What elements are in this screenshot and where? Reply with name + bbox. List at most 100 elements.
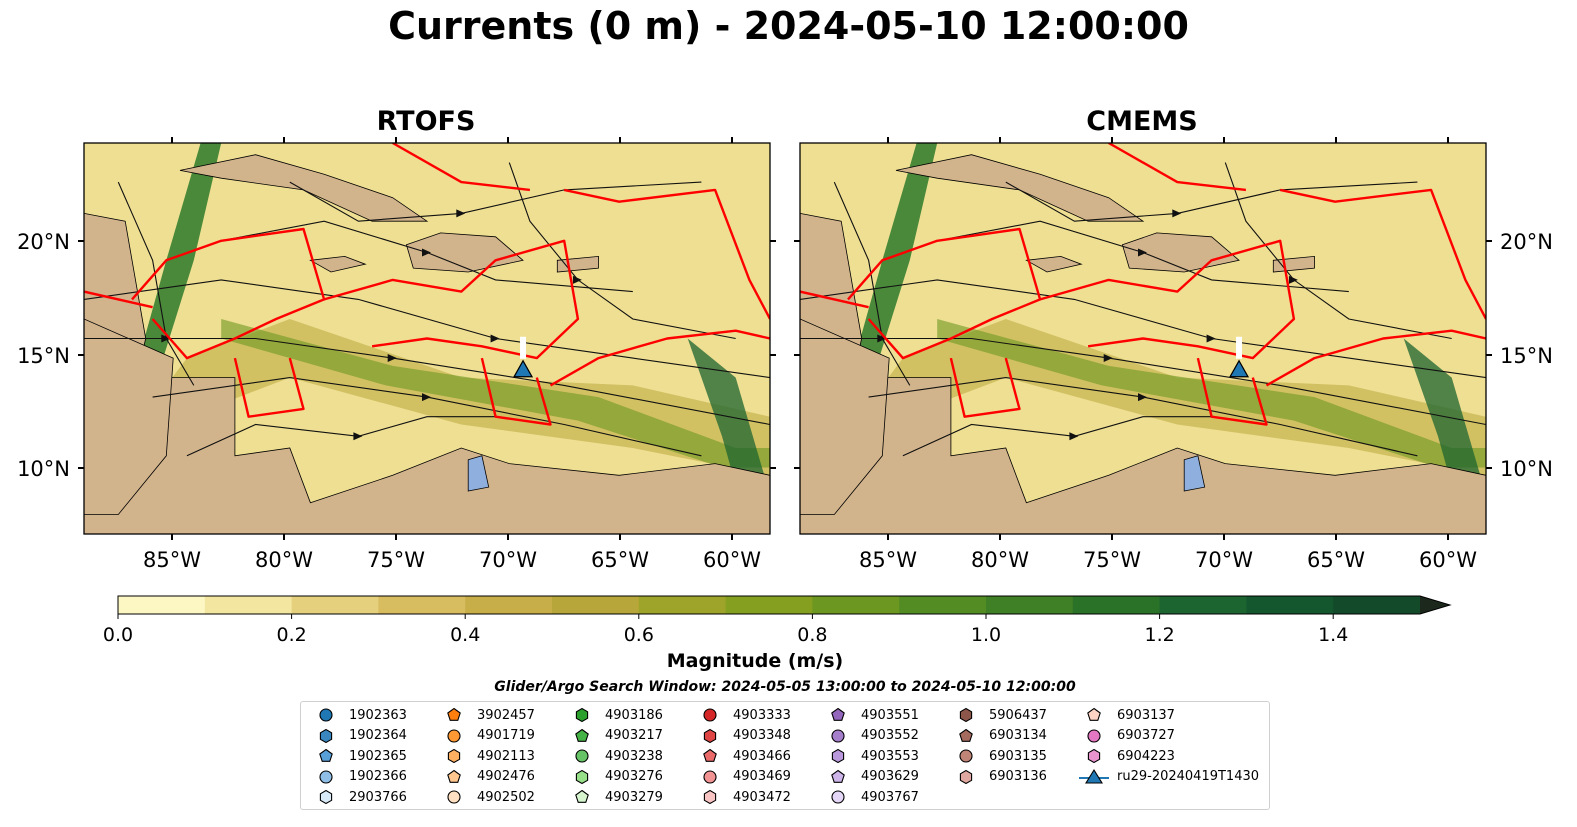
legend-item: 4903276 bbox=[565, 767, 663, 787]
colorbar-extend bbox=[1420, 596, 1450, 614]
colorbar: 0.0 0.2 0.4 0.6 0.8 1.0 1.2 1.4 bbox=[103, 595, 1452, 646]
legend-item: 1902363 bbox=[309, 705, 407, 725]
pentagon-marker-icon bbox=[831, 769, 845, 783]
legend-item-label: 6904223 bbox=[1117, 748, 1175, 764]
hexagon-marker-icon bbox=[703, 790, 717, 805]
streamline bbox=[833, 181, 911, 386]
legend-item-label: 4903348 bbox=[733, 728, 791, 744]
legend-item-label: 3902457 bbox=[477, 707, 535, 723]
legend-item: 4903348 bbox=[693, 726, 791, 746]
legend-item-label: 1902363 bbox=[349, 707, 407, 723]
lat-tick-label: 20°N bbox=[17, 230, 70, 254]
hexagon-marker-icon bbox=[575, 769, 589, 784]
lat-tick-label: 10°N bbox=[17, 457, 70, 481]
legend-item: 4903767 bbox=[821, 787, 919, 807]
lon-tick-label: 70°W bbox=[479, 548, 537, 572]
eez-boundary bbox=[800, 290, 869, 309]
legend-item: 4903629 bbox=[821, 767, 919, 787]
hexagon-marker-icon bbox=[319, 728, 333, 743]
hexagon-marker-icon bbox=[831, 749, 845, 764]
legend-item-label: 1902365 bbox=[349, 748, 407, 764]
glider-marker bbox=[1229, 359, 1250, 378]
lat-tick-label: 15°N bbox=[1500, 344, 1553, 368]
eez-boundary bbox=[1265, 329, 1486, 387]
land-cuba bbox=[895, 154, 1145, 222]
lon-tick-label: 75°W bbox=[1083, 548, 1141, 572]
land-south-america bbox=[800, 377, 1486, 534]
lat-tick-label: 20°N bbox=[1500, 230, 1553, 254]
legend-item: 6903727 bbox=[1077, 726, 1175, 746]
legend-item-label: 5906437 bbox=[989, 707, 1047, 723]
legend-item-label: 6903727 bbox=[1117, 728, 1175, 744]
legend-item: 5906437 bbox=[949, 705, 1047, 725]
pentagon-marker-icon bbox=[575, 790, 589, 804]
colorbar-segment bbox=[204, 596, 293, 614]
lon-tick-label: 65°W bbox=[1307, 548, 1365, 572]
legend-item-label: 4903238 bbox=[605, 748, 663, 764]
legend-item-label: 4903767 bbox=[861, 789, 919, 805]
colorbar-tick-label: 1.4 bbox=[1318, 624, 1348, 646]
eez-boundary bbox=[549, 329, 770, 387]
legend-item: 4902113 bbox=[437, 746, 535, 766]
circle-marker-icon bbox=[1087, 729, 1101, 743]
legend-item-label: 4903551 bbox=[861, 707, 919, 723]
streamline-arrow bbox=[572, 275, 582, 284]
streamline-arrow bbox=[422, 248, 431, 257]
streamline-arrow bbox=[1138, 248, 1147, 257]
land-central-america bbox=[84, 318, 174, 515]
triangle-line-marker-icon bbox=[1079, 768, 1109, 784]
legend-item-label: 4902502 bbox=[477, 789, 535, 805]
eez-boundary bbox=[392, 143, 531, 192]
colorbar-tick-label: 0.2 bbox=[276, 624, 306, 646]
colorbar-segment bbox=[378, 596, 466, 614]
eez-boundary bbox=[84, 290, 153, 309]
colorbar-tick-label: 0.8 bbox=[797, 624, 827, 646]
legend-item-label: 6903135 bbox=[989, 748, 1047, 764]
pentagon-marker-icon bbox=[1087, 707, 1101, 721]
eez-boundary bbox=[1039, 239, 1296, 360]
legend-item-label: 4902476 bbox=[477, 769, 535, 785]
hexagon-marker-icon bbox=[959, 769, 973, 784]
panel-title-cmems: CMEMS bbox=[1086, 106, 1198, 137]
legend-item: 6903135 bbox=[949, 746, 1047, 766]
pentagon-marker-icon bbox=[959, 728, 973, 742]
legend-item-label: 6903136 bbox=[989, 769, 1047, 785]
circle-marker-icon bbox=[831, 729, 845, 743]
lake-maracaibo bbox=[467, 455, 490, 492]
streamline bbox=[117, 181, 195, 386]
legend-item: 4902476 bbox=[437, 767, 535, 787]
legend-item: 4903551 bbox=[821, 705, 919, 725]
lon-tick-label: 75°W bbox=[367, 548, 425, 572]
legend-item: 4901719 bbox=[437, 726, 535, 746]
circle-marker-icon bbox=[575, 749, 589, 763]
current-jet-caribbean bbox=[221, 319, 770, 468]
colorbar-segment bbox=[986, 596, 1074, 614]
colorbar-segment bbox=[465, 596, 553, 614]
figure-title: Currents (0 m) - 2024-05-10 12:00:00 bbox=[388, 4, 1189, 48]
legend-item: 4902502 bbox=[437, 787, 535, 807]
legend-item-label: 1902366 bbox=[349, 769, 407, 785]
legend-item: 4903553 bbox=[821, 746, 919, 766]
pentagon-marker-icon bbox=[703, 749, 717, 763]
map-panels: 85°W 80°W 75°W 70°W 65°W 60°W20°N15°N10°N85°W… bbox=[17, 137, 1553, 572]
legend-item: 4903333 bbox=[693, 705, 791, 725]
colorbar-segment bbox=[899, 596, 987, 614]
land-south-america bbox=[84, 377, 770, 534]
hexagon-marker-icon bbox=[319, 790, 333, 805]
eez-boundary bbox=[949, 357, 1021, 418]
colorbar-segment bbox=[1246, 596, 1334, 614]
legend-item: 1902366 bbox=[309, 767, 407, 787]
colorbar-outline bbox=[117, 595, 1452, 615]
hexagon-marker-icon bbox=[447, 749, 461, 764]
colorbar-segment bbox=[118, 596, 206, 614]
colorbar-segment bbox=[291, 596, 379, 614]
circle-marker-icon bbox=[959, 749, 973, 763]
map-panel-cmems: 85°W 80°W 75°W 70°W 65°W 60°W 20°N 15°N 10°N bbox=[794, 137, 1553, 572]
legend-item-label: 4903466 bbox=[733, 748, 791, 764]
pentagon-marker-icon bbox=[575, 728, 589, 742]
legend-item: 1902364 bbox=[309, 726, 407, 746]
streamline-arrow bbox=[1288, 275, 1298, 284]
circle-marker-icon bbox=[703, 708, 717, 722]
colorbar-segment bbox=[1072, 596, 1161, 614]
legend-item-label: 4903333 bbox=[733, 707, 791, 723]
